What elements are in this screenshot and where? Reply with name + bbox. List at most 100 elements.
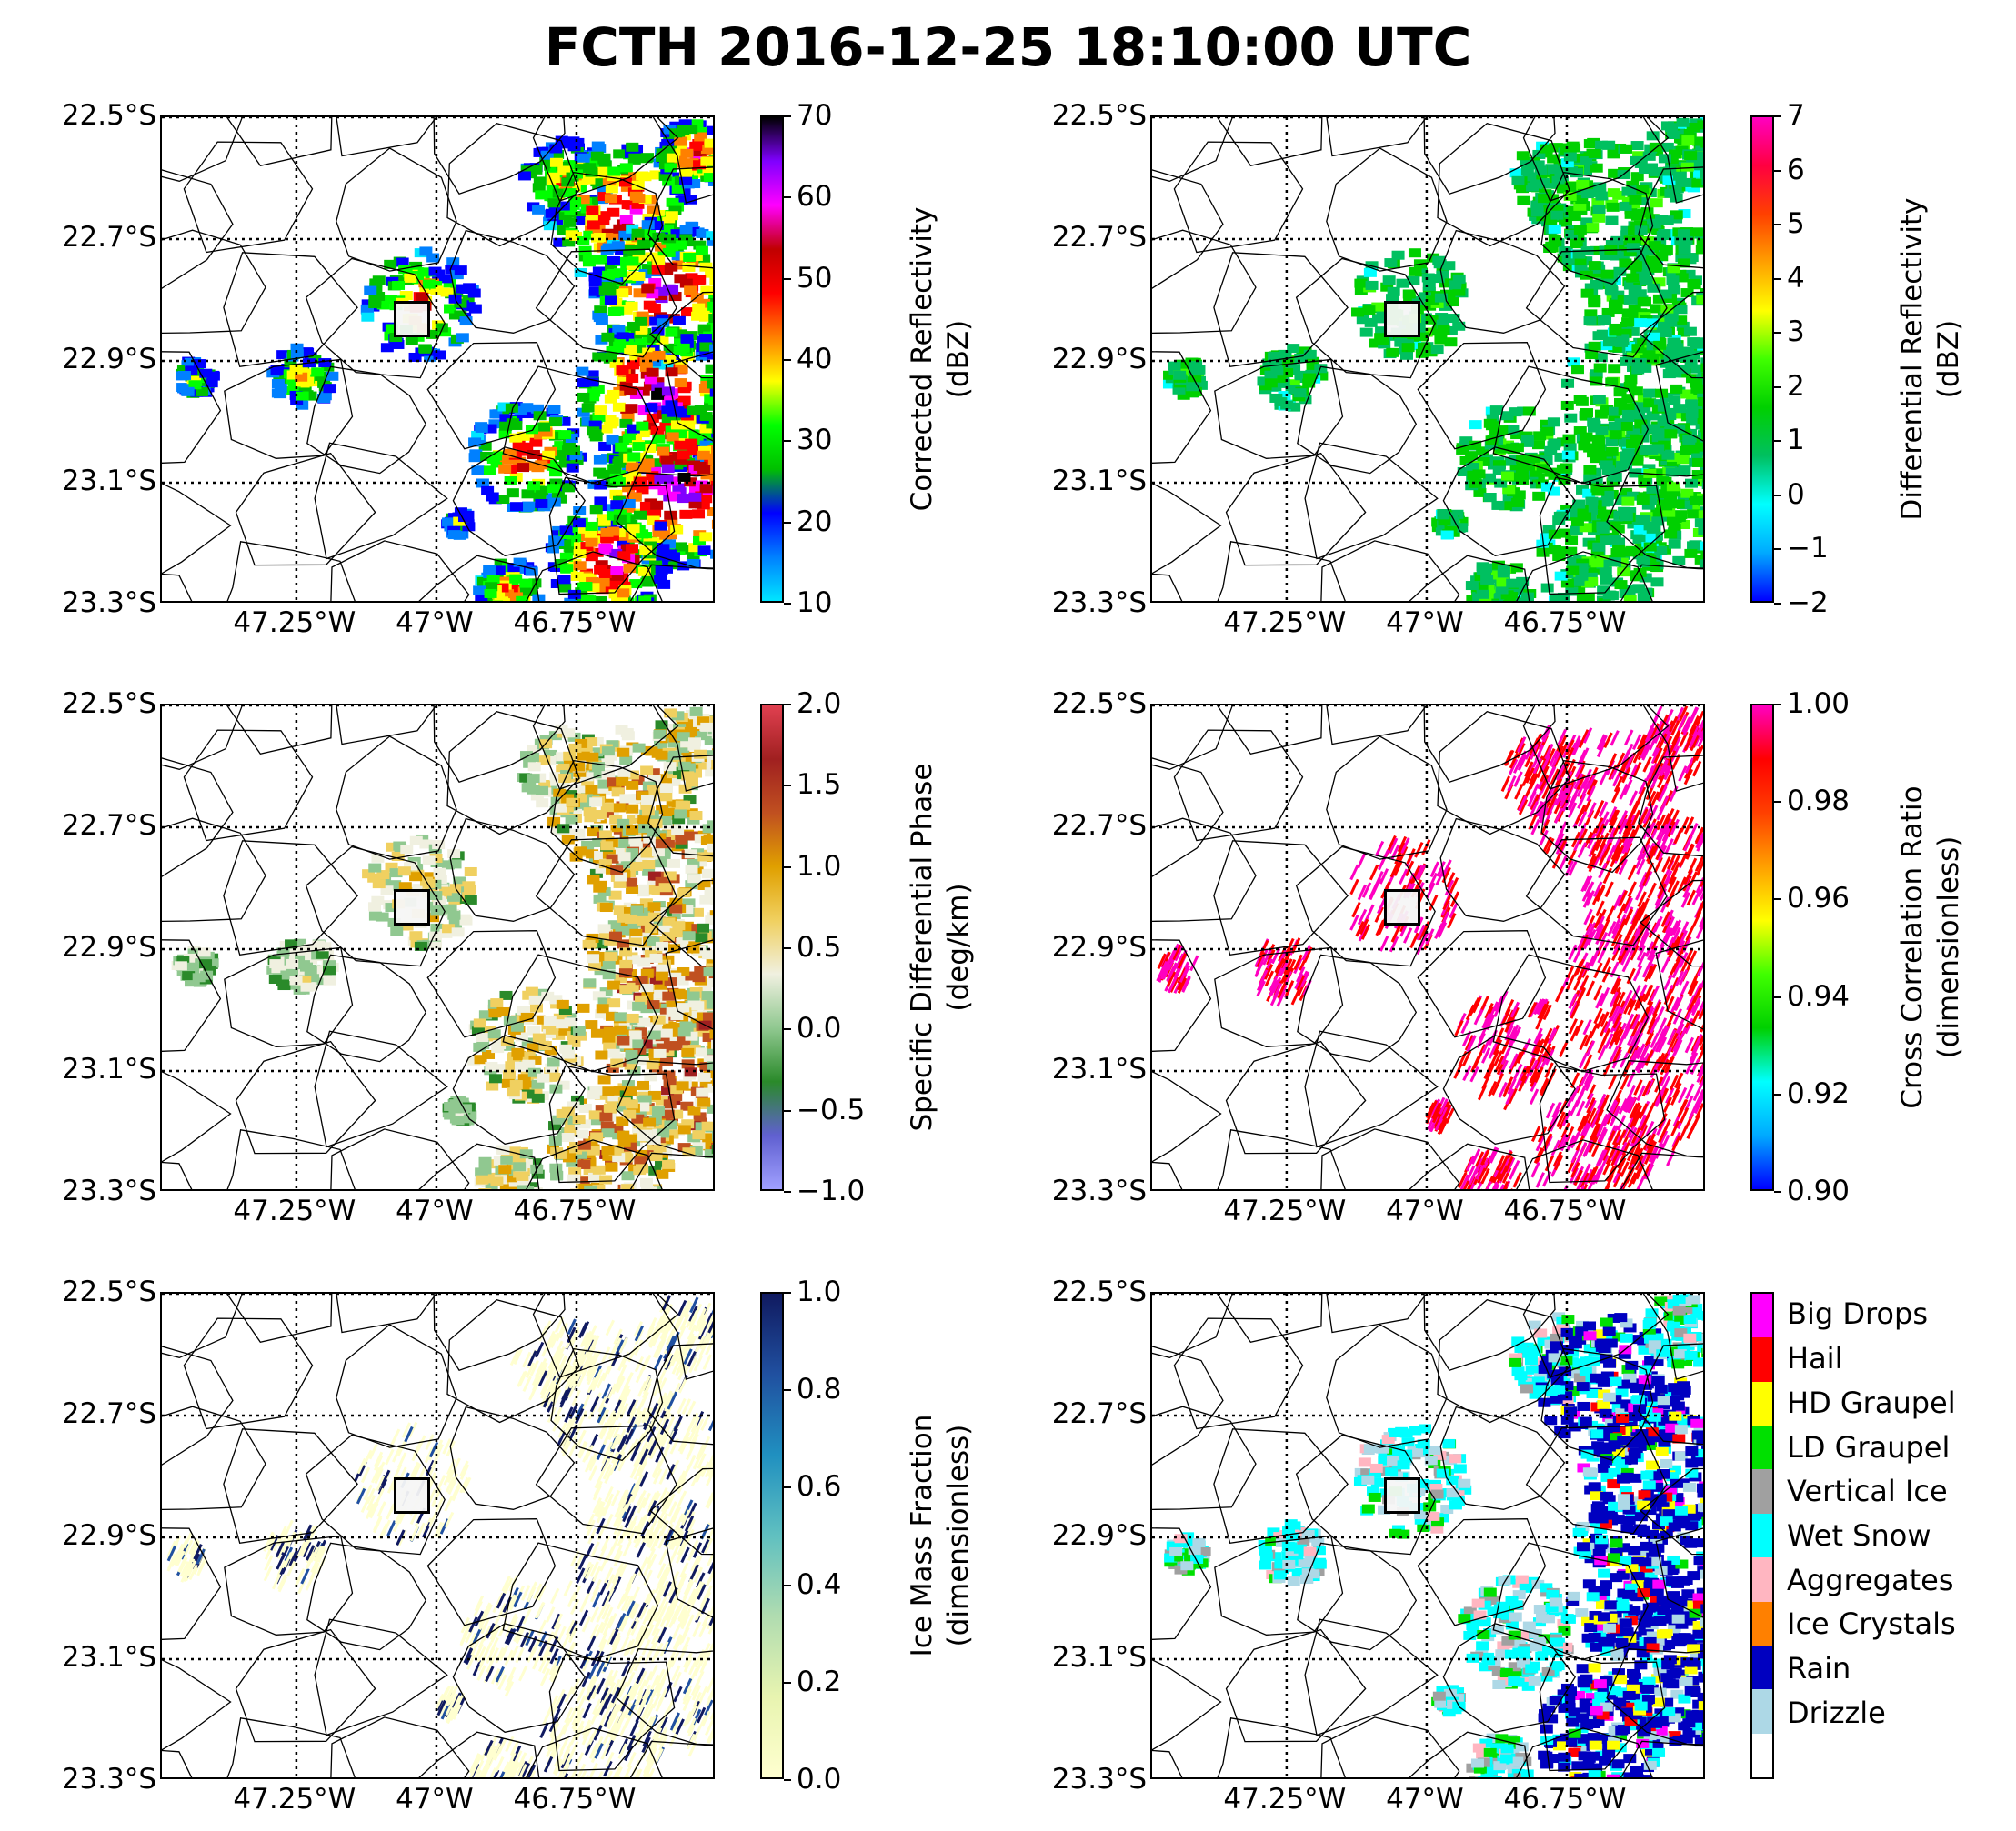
radar-gate (499, 421, 513, 431)
radar-gate (1439, 301, 1452, 311)
radar-gate (666, 153, 679, 163)
radar-gate (672, 483, 686, 493)
radar-gate (1623, 595, 1637, 601)
radar-gate (647, 936, 660, 946)
radar-gate (376, 300, 390, 310)
radar-gate (573, 598, 587, 601)
radar-gate (1570, 516, 1584, 526)
radar-gate (1609, 430, 1622, 440)
radar-gate (626, 360, 639, 370)
radar-gate (587, 426, 600, 436)
radar-gate (567, 183, 581, 193)
lon-tick-label: 47.25°W (233, 606, 356, 639)
radar-gate (1486, 414, 1499, 424)
radar-gate (548, 1136, 562, 1146)
radar-gate (1495, 425, 1509, 435)
radar-gate (707, 455, 713, 465)
radar-gate (699, 412, 713, 422)
radar-gate (523, 1189, 536, 1191)
radar-gate (577, 195, 590, 205)
radar-gate (699, 1080, 713, 1090)
radar-gate (1540, 533, 1553, 543)
radar-gate (582, 175, 596, 185)
radar-gate (181, 386, 195, 396)
radar-gate (316, 949, 329, 959)
radar-gate (384, 259, 397, 269)
radar-gate (1499, 501, 1512, 511)
radar-gate (544, 460, 557, 470)
radar-gate (507, 1146, 521, 1156)
radar-gate (1573, 188, 1587, 198)
radar-gate (605, 184, 618, 194)
radar-gate (1504, 595, 1518, 601)
radar-gate (1701, 480, 1703, 490)
municipality-boundary (226, 541, 356, 601)
radar-gate (577, 1140, 591, 1150)
radar-gate (1527, 454, 1540, 464)
radar-gate (1654, 545, 1668, 555)
radar-gate (468, 453, 482, 463)
radar-gate (605, 263, 618, 273)
radar-gate (707, 350, 713, 360)
municipality-boundary (1297, 365, 1418, 475)
radar-gate (1277, 378, 1290, 388)
radar-gate (1570, 239, 1583, 249)
radar-gate (1665, 155, 1679, 165)
radar-gate (1531, 440, 1545, 450)
lon-tick-label: 47°W (1386, 606, 1464, 639)
radar-gate (560, 564, 574, 574)
radar-gate (176, 365, 190, 375)
radar-gate (435, 323, 448, 333)
municipality-boundary (452, 446, 586, 556)
radar-gate (652, 232, 666, 242)
radar-gate (527, 481, 540, 491)
radar-gate (1497, 570, 1510, 580)
radar-gate (569, 852, 583, 862)
radar-gate (629, 928, 643, 938)
radar-gate (433, 867, 446, 877)
radar-gate (1176, 359, 1189, 369)
radar-gate (598, 160, 612, 170)
radar-gate (561, 1049, 575, 1059)
radar-gate (286, 385, 300, 395)
radar-gate (1554, 571, 1568, 581)
radar-gate (595, 939, 608, 949)
radar-gate (626, 770, 639, 780)
radar-gate (1516, 461, 1530, 471)
radar-gate (662, 176, 676, 186)
radar-gate (1483, 492, 1497, 502)
radar-gate (714, 486, 715, 495)
radar-gate (178, 370, 192, 380)
radar-gate (679, 278, 693, 288)
radar-gate (697, 880, 711, 890)
radar-gate (568, 197, 582, 207)
radar-gate (592, 412, 606, 422)
radar-gate (707, 301, 713, 311)
radar-gate (666, 432, 679, 442)
radar-gate (1369, 338, 1382, 348)
radar-gate (501, 1078, 515, 1088)
radar-gate (689, 706, 703, 716)
radar-gate (1704, 418, 1705, 427)
radar-gate (1550, 143, 1563, 153)
radar-gate (520, 442, 534, 452)
radar-gate (644, 924, 657, 934)
radar-gate (613, 905, 627, 916)
radar-gate (682, 754, 696, 764)
radar-gate (677, 888, 691, 898)
radar-gate (200, 970, 214, 980)
radar-gate (1580, 217, 1594, 227)
radar-gate (610, 500, 624, 510)
radar-map (160, 115, 715, 603)
radar-gate (531, 1079, 545, 1089)
municipality-boundary (665, 351, 713, 442)
radar-gate (1364, 317, 1378, 327)
radar-gate (660, 474, 674, 484)
radar-gate (579, 581, 593, 591)
radar-gate (516, 1171, 529, 1181)
radar-gate (1444, 524, 1458, 534)
radar-gate (628, 937, 642, 947)
radar-gate (1660, 142, 1674, 152)
municipality-boundary (433, 117, 566, 195)
radar-gate (643, 1117, 657, 1127)
